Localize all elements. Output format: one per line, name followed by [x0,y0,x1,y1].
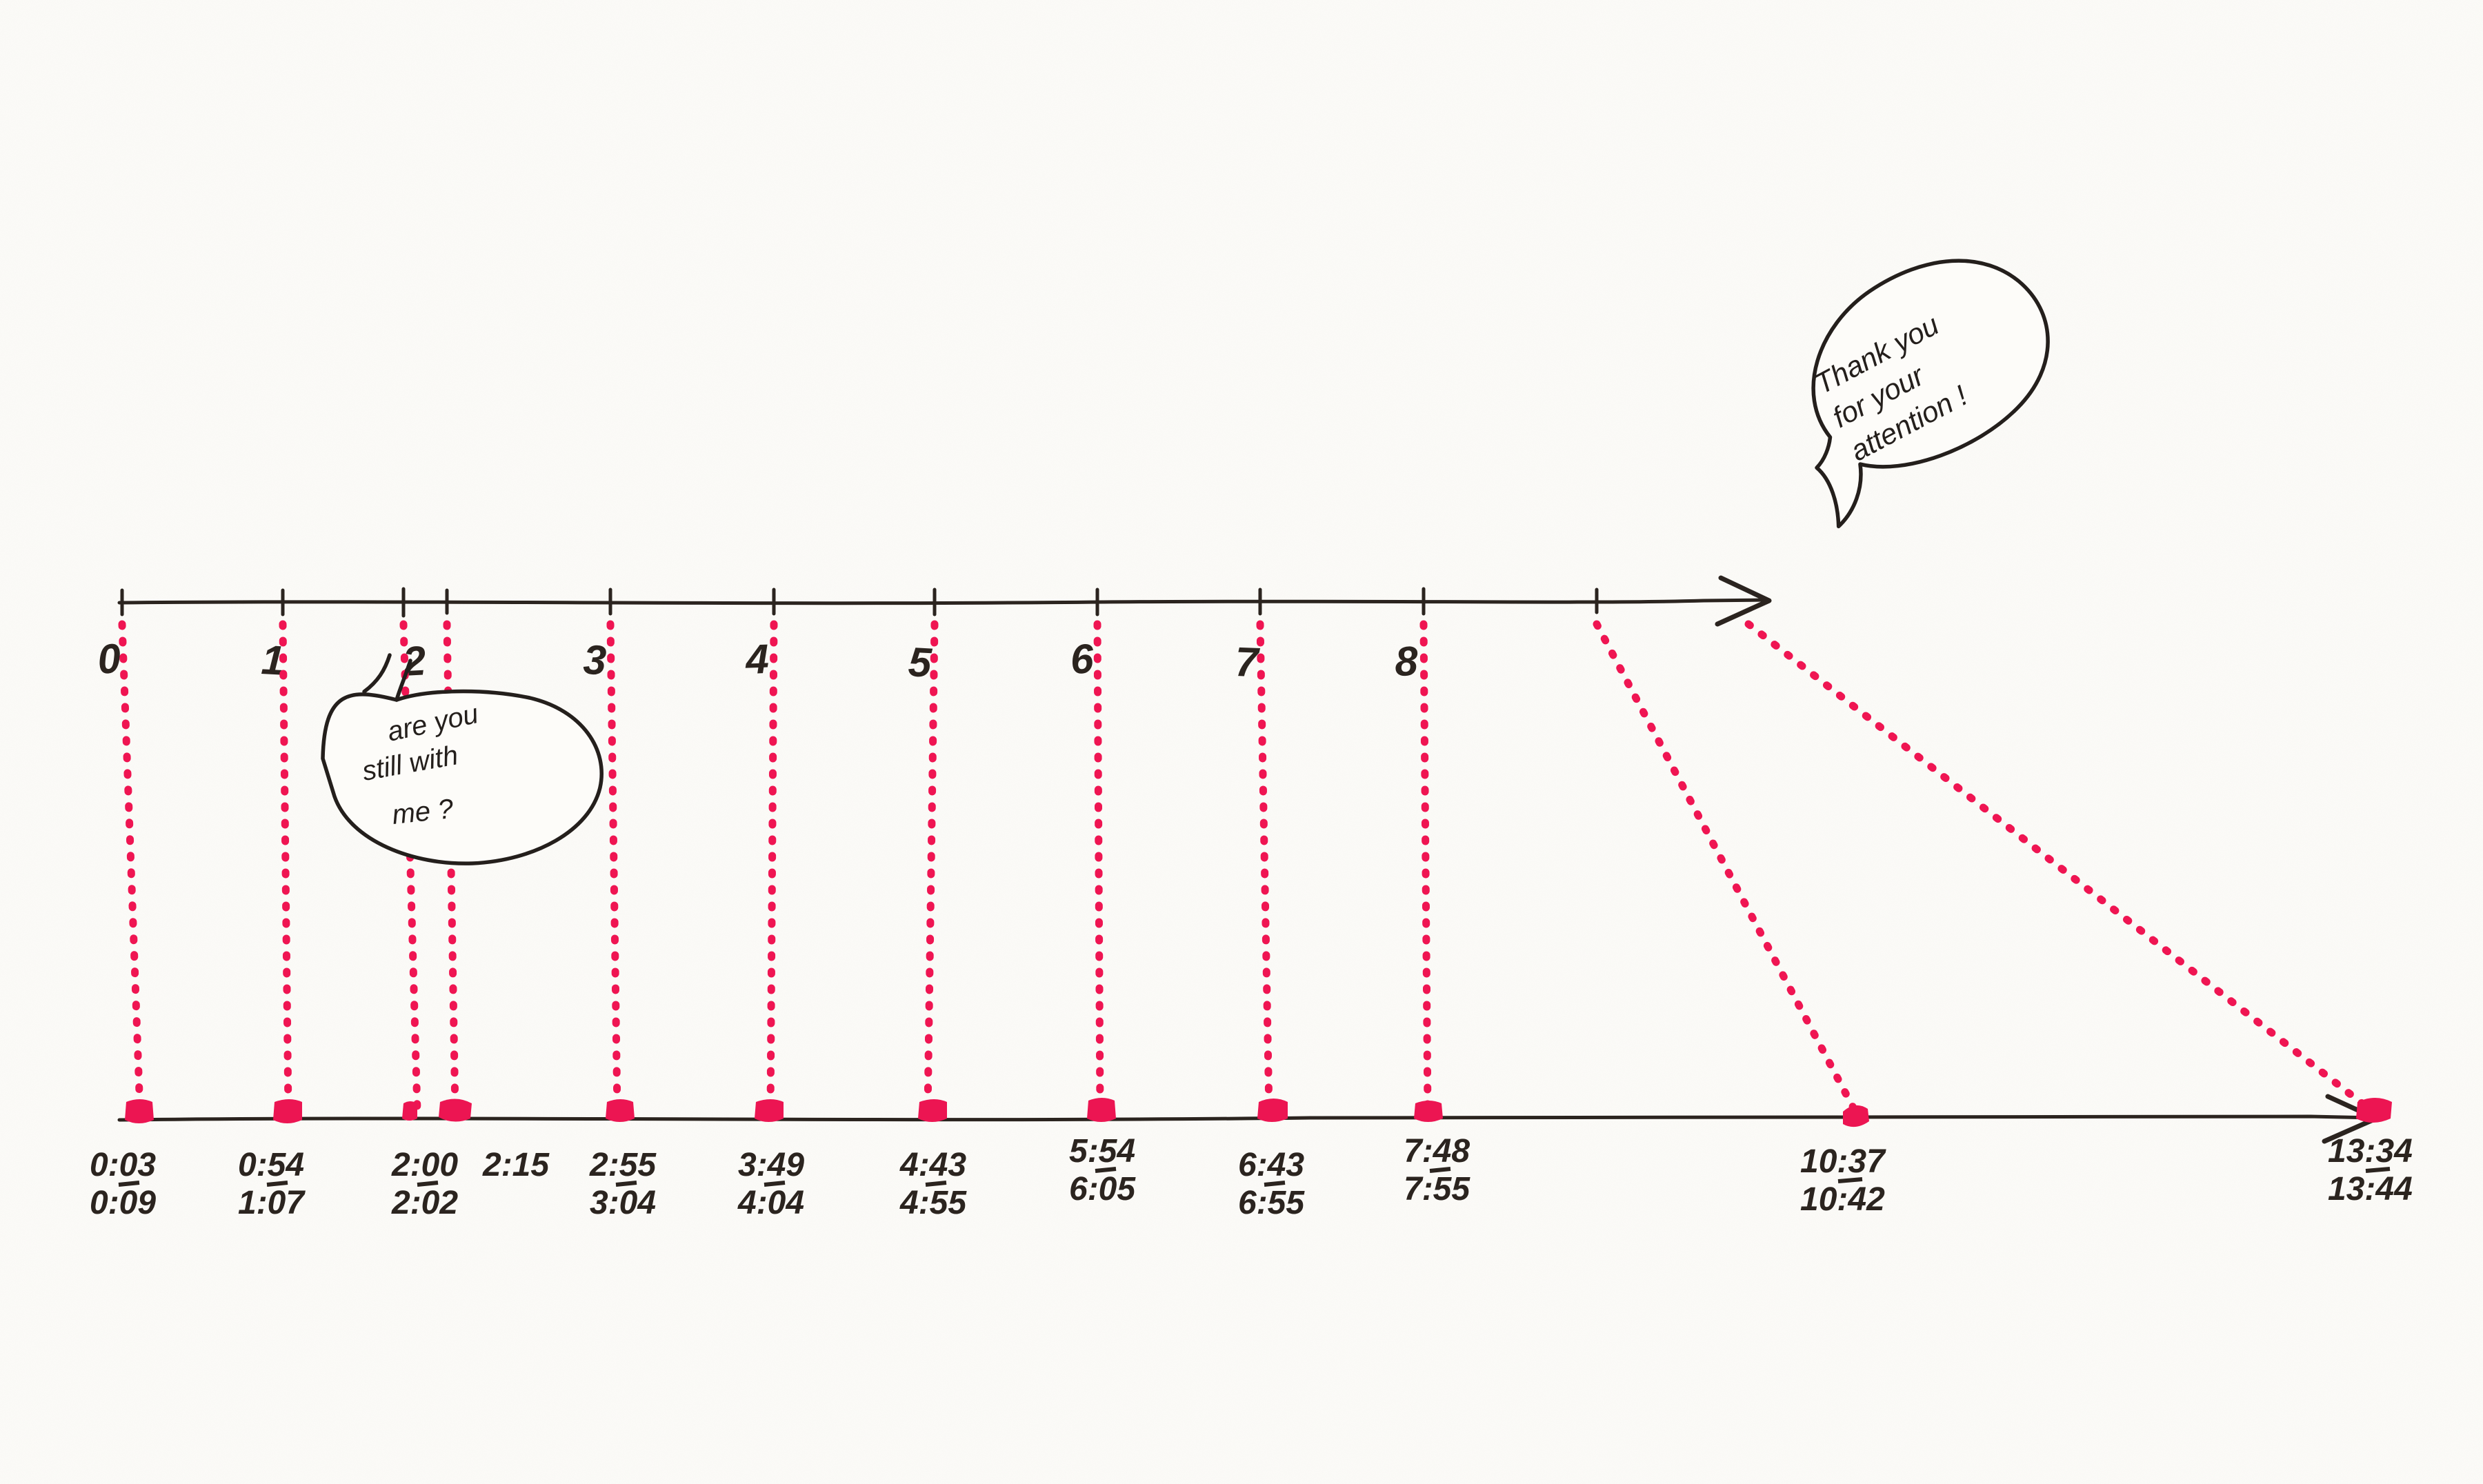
svg-text:6:05: 6:05 [1069,1171,1136,1207]
svg-text:7:48: 7:48 [1404,1133,1470,1170]
svg-text:3:04: 3:04 [590,1185,656,1221]
svg-text:0:03: 0:03 [90,1147,156,1183]
svg-text:me ?: me ? [390,794,455,830]
svg-text:4:04: 4:04 [737,1185,804,1221]
svg-text:4:43: 4:43 [899,1147,966,1183]
svg-text:4:55: 4:55 [899,1185,967,1221]
svg-text:13:34: 13:34 [2328,1133,2413,1170]
svg-text:7:55: 7:55 [1404,1171,1470,1207]
svg-text:0:54: 0:54 [238,1147,304,1183]
svg-text:5: 5 [907,639,933,686]
svg-text:7: 7 [1235,639,1261,685]
svg-text:2:15: 2:15 [482,1147,550,1183]
svg-text:3:49: 3:49 [738,1147,804,1183]
svg-text:10:42: 10:42 [1800,1181,1885,1218]
svg-text:5:54: 5:54 [1069,1133,1135,1170]
svg-text:10:37: 10:37 [1800,1143,1886,1180]
svg-text:6:43: 6:43 [1238,1147,1304,1183]
svg-text:3: 3 [583,636,608,683]
svg-text:13:44: 13:44 [2328,1171,2413,1207]
svg-text:0: 0 [96,635,122,683]
svg-text:0:09: 0:09 [90,1185,156,1221]
svg-text:2:55: 2:55 [589,1147,657,1183]
svg-text:2:02: 2:02 [391,1185,458,1221]
svg-text:6:55: 6:55 [1238,1185,1305,1221]
svg-text:8: 8 [1394,638,1419,685]
svg-text:1:07: 1:07 [238,1185,306,1221]
svg-text:2:00: 2:00 [391,1147,458,1183]
svg-text:6: 6 [1069,635,1095,683]
svg-text:4: 4 [744,636,770,683]
